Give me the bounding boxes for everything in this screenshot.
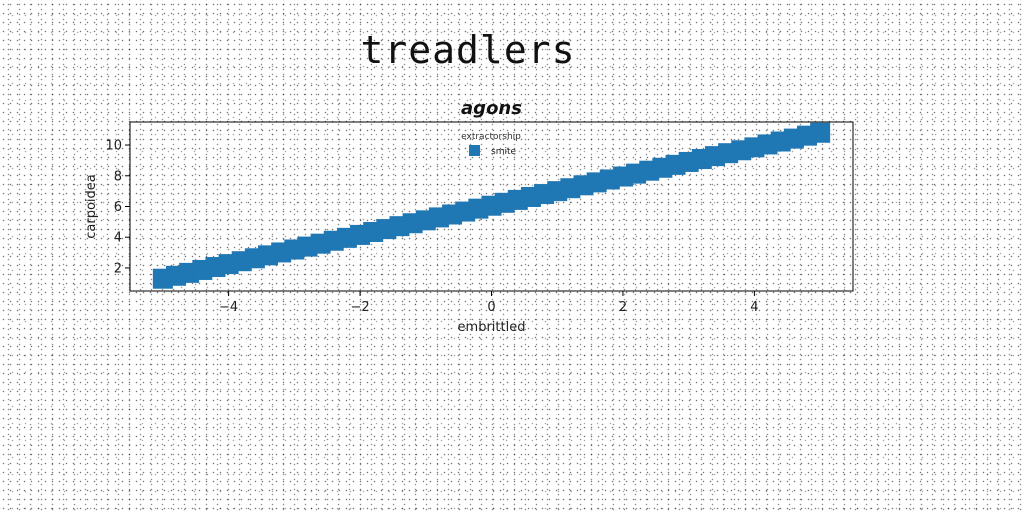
chart-title: agons	[461, 98, 522, 119]
x-tick-label: 2	[619, 300, 627, 315]
legend: extractorship smite	[461, 132, 521, 157]
data-point	[810, 122, 831, 143]
legend-swatch-smite	[469, 145, 480, 156]
legend-title: extractorship	[461, 132, 521, 142]
x-axis-label: embrittled	[458, 320, 526, 335]
y-tick-label: 10	[105, 139, 122, 154]
x-tick-label: 4	[750, 300, 758, 315]
scatter-points	[152, 122, 831, 289]
page-title: treadlers	[360, 28, 576, 72]
x-tick-label: −2	[350, 300, 369, 315]
x-tick-label: −4	[219, 300, 238, 315]
y-tick-label: 4	[114, 231, 122, 246]
y-axis: 2 4 6 8 10	[105, 139, 130, 276]
y-tick-label: 6	[114, 200, 122, 215]
y-axis-label: carpoidea	[84, 174, 99, 239]
x-axis: −4 −2 0 2 4	[219, 291, 759, 315]
x-tick-label: 0	[487, 300, 495, 315]
y-tick-label: 2	[114, 261, 122, 276]
y-tick-label: 8	[114, 169, 122, 184]
legend-label-smite: smite	[491, 147, 516, 157]
